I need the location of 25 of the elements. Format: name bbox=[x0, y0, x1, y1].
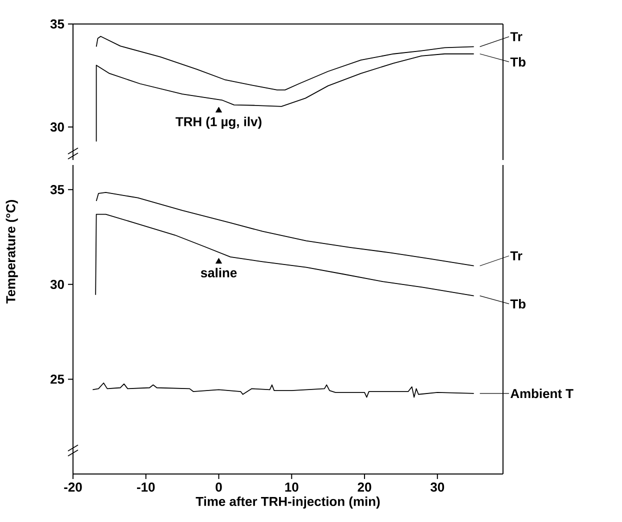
y-tick-label: 35 bbox=[50, 185, 64, 194]
x-tick-label: -20 bbox=[64, 482, 82, 492]
legend-label: Tb bbox=[510, 57, 526, 67]
legend-label: Tr bbox=[510, 251, 522, 260]
y-tick-label: 35 bbox=[50, 19, 64, 29]
legend-label: Ambient T bbox=[510, 388, 574, 398]
y-tick-label: 30 bbox=[50, 280, 64, 290]
line-series bbox=[95, 214, 474, 296]
x-tick-label: 30 bbox=[430, 482, 444, 492]
line-series bbox=[96, 53, 474, 142]
x-axis-title: Time after TRH-injection (min) bbox=[196, 496, 380, 509]
legend-label: Tr bbox=[510, 32, 522, 42]
line-series bbox=[96, 36, 474, 90]
annotation: saline bbox=[200, 268, 237, 278]
y-tick-label: 25 bbox=[50, 374, 64, 384]
line-series bbox=[96, 192, 474, 266]
legend-label: Tb bbox=[510, 299, 526, 309]
y-tick-label: 30 bbox=[50, 122, 64, 132]
x-tick-label: -10 bbox=[137, 482, 155, 492]
line-series bbox=[92, 382, 474, 398]
x-tick-label: 10 bbox=[285, 482, 298, 492]
y-axis-title: Temperature (°C) bbox=[6, 200, 18, 304]
x-tick-label: 0 bbox=[216, 482, 222, 492]
x-tick-label: 20 bbox=[358, 482, 372, 492]
annotation: TRH (1 µg, ilv) bbox=[176, 116, 262, 129]
